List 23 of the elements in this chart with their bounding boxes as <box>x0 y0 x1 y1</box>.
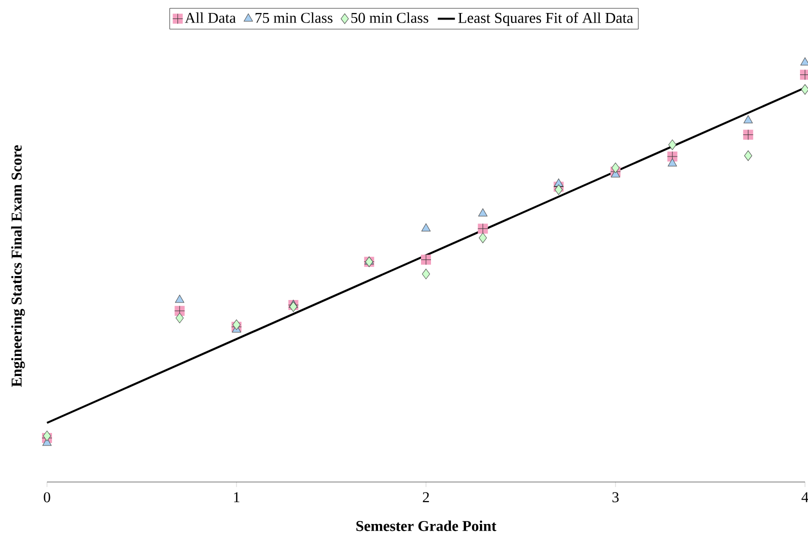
point <box>668 158 677 166</box>
point <box>478 208 488 216</box>
point <box>175 294 184 303</box>
x-tick-label: 1 <box>234 492 240 502</box>
point <box>744 150 752 161</box>
point <box>612 162 620 174</box>
legend-label: 50 min Class <box>351 12 428 23</box>
point <box>422 268 430 280</box>
point <box>478 232 487 244</box>
point <box>176 312 184 324</box>
x-axis-title: Semester Grade Point <box>356 520 496 532</box>
point <box>421 223 431 232</box>
point <box>554 184 563 195</box>
point <box>232 319 240 330</box>
x-tick-label: 0 <box>44 492 50 502</box>
x-tick-label: 2 <box>422 492 429 502</box>
x-tick-label: 3 <box>612 492 619 502</box>
point <box>744 115 753 124</box>
legend-label: Least Squares Fit of All Data <box>458 12 634 26</box>
y-axis-title: Engineering Statics Final Exam Score <box>11 145 25 387</box>
legend-label: 75 min Class <box>256 12 332 23</box>
legend-label: All Data <box>184 12 236 23</box>
point <box>668 140 676 150</box>
